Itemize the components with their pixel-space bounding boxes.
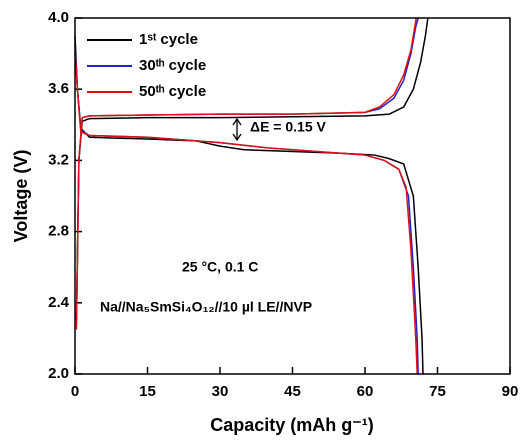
y-axis-title: Voltage (V): [11, 150, 31, 243]
delta-arrow: [232, 117, 242, 142]
y-tick-label: 3.6: [48, 80, 69, 97]
series-line: [74, 17, 418, 375]
annotation: Na//Na₅SmSi₄O₁₂//10 µl LE//NVP: [100, 299, 312, 315]
x-tick-label: 0: [71, 383, 79, 400]
series-line: [74, 17, 429, 375]
y-tick-label: 2.4: [48, 294, 70, 311]
y-tick-label: 2.8: [48, 223, 69, 240]
series-line: [74, 17, 419, 375]
x-tick-label: 90: [502, 383, 519, 400]
x-tick-label: 60: [357, 383, 374, 400]
y-tick-label: 3.2: [48, 151, 69, 168]
legend-label: 1ˢᵗ cycle: [139, 31, 198, 48]
plot-frame: [74, 17, 511, 375]
x-tick-label: 15: [139, 383, 156, 400]
x-tick-label: 30: [212, 383, 229, 400]
x-tick-label: 75: [429, 383, 446, 400]
x-tick-label: 45: [284, 383, 301, 400]
y-tick-label: 2.0: [48, 365, 69, 382]
legend-label: 50ᵗʰ cycle: [139, 83, 206, 100]
y-tick-label: 4.0: [48, 9, 69, 26]
x-axis-title: Capacity (mAh g⁻¹): [210, 415, 374, 435]
annotation: ΔE = 0.15 V: [250, 119, 326, 135]
annotation: 25 °C, 0.1 C: [182, 259, 258, 275]
legend-label: 30ᵗʰ cycle: [139, 57, 206, 74]
